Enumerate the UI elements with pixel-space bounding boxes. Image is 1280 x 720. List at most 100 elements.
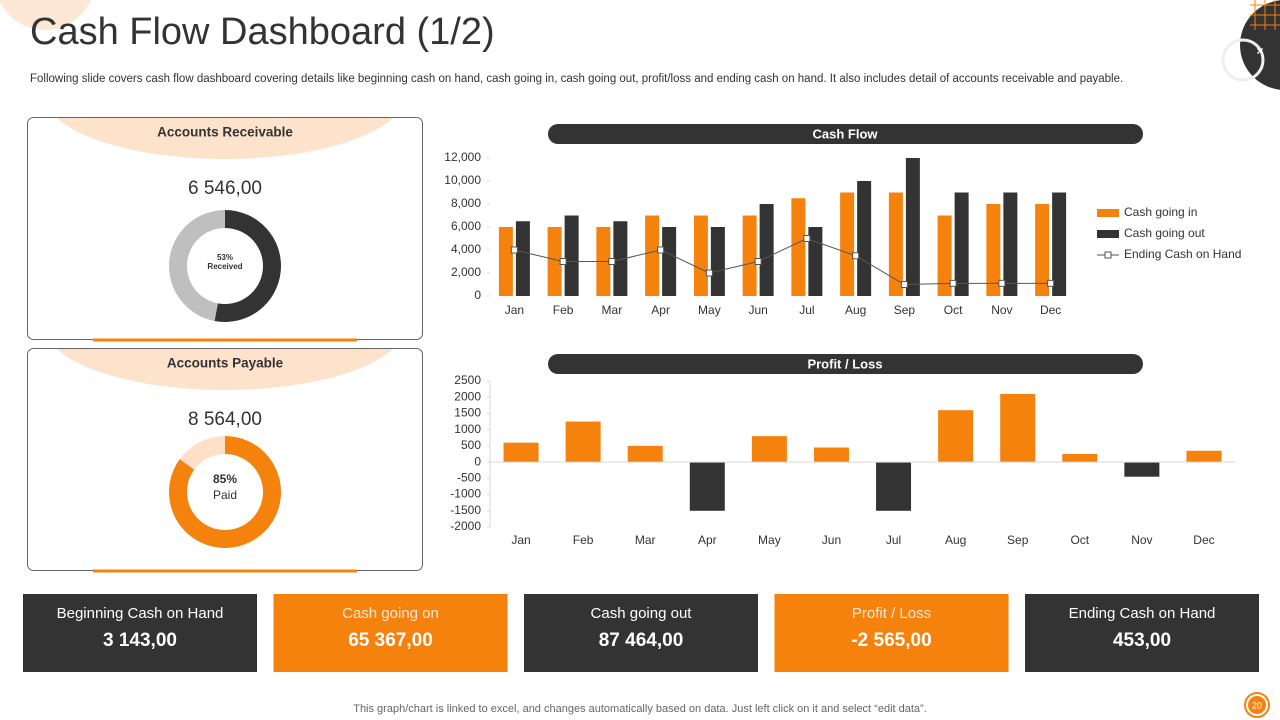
- bar: [813, 447, 849, 463]
- donut-label: 53%: [217, 253, 233, 262]
- x-tick-label: Aug: [945, 533, 966, 547]
- panel-title: Accounts Receivable: [157, 125, 293, 140]
- line-marker: [900, 281, 908, 288]
- donut-category: Paid: [213, 488, 237, 502]
- bar: [503, 442, 539, 463]
- decoration: [45, 118, 405, 159]
- x-tick-label: Dec: [1193, 533, 1214, 547]
- bar: [1186, 450, 1222, 463]
- bar: [759, 204, 774, 296]
- line-marker: [803, 235, 811, 242]
- y-tick-label: 2500: [454, 373, 481, 387]
- y-tick-label: 8,000: [451, 196, 481, 210]
- x-tick-label: May: [758, 533, 781, 547]
- amount: 8 564,00: [188, 409, 262, 430]
- kpi-label: Cash going out: [591, 605, 693, 622]
- x-tick-label: Feb: [573, 533, 594, 547]
- kpi-card: [774, 594, 1009, 672]
- title: Cash Flow Dashboard (1/2): [30, 11, 495, 53]
- line-marker: [705, 269, 713, 277]
- bar: [986, 204, 1001, 296]
- x-tick-label: Nov: [1131, 533, 1152, 547]
- x-tick-label: Apr: [651, 303, 670, 317]
- x-tick-label: Mar: [635, 533, 656, 547]
- bar: [751, 436, 787, 463]
- x-tick-label: May: [698, 303, 721, 317]
- donut-slice: [214, 210, 281, 322]
- bar: [1035, 204, 1050, 296]
- bar: [498, 227, 513, 296]
- y-tick-label: 2,000: [451, 265, 481, 279]
- donut-slice: [179, 436, 225, 470]
- y-tick-label: 6,000: [451, 219, 481, 233]
- legend-swatch: [1104, 251, 1112, 259]
- chart-title: Profit / Loss: [807, 356, 882, 371]
- bar: [857, 181, 872, 296]
- legend-label: Cash going out: [1124, 226, 1205, 240]
- x-tick-label: Oct: [1070, 533, 1089, 547]
- kpi-label: Profit / Loss: [852, 605, 931, 622]
- y-tick-label: 10,000: [444, 173, 481, 187]
- bar: [876, 462, 912, 511]
- x-tick-label: Sep: [1007, 533, 1029, 547]
- chart-title: Cash Flow: [812, 126, 878, 141]
- amount: 6 546,00: [188, 178, 262, 199]
- decoration: [1240, 0, 1280, 90]
- line-marker: [559, 258, 567, 265]
- line-marker: [852, 252, 860, 260]
- legend-label: Ending Cash on Hand: [1124, 247, 1241, 261]
- donut-slice: [168, 209, 225, 322]
- y-tick-label: -500: [457, 471, 481, 485]
- x-tick-label: Mar: [602, 303, 623, 317]
- x-tick-label: Jun: [822, 533, 841, 547]
- close-icon[interactable]: ×: [1256, 44, 1263, 58]
- line-marker: [1047, 279, 1055, 287]
- y-tick-label: 2000: [454, 389, 481, 403]
- x-tick-label: Aug: [845, 303, 866, 317]
- kpi-label: Beginning Cash on Hand: [57, 605, 224, 622]
- legend-label: Cash going in: [1124, 205, 1197, 219]
- bar: [840, 192, 855, 296]
- chart-header: [548, 124, 1143, 144]
- kpi-label: Ending Cash on Hand: [1069, 605, 1216, 622]
- x-tick-label: Jan: [511, 533, 530, 547]
- bar: [905, 158, 920, 296]
- x-tick-label: Jul: [886, 533, 901, 547]
- bar: [564, 215, 579, 296]
- kpi-card: [524, 594, 758, 672]
- bar: [937, 215, 952, 296]
- bar: [938, 410, 974, 463]
- x-tick-label: Jul: [799, 303, 814, 317]
- y-tick-label: 1500: [454, 406, 481, 420]
- x-tick-label: Sep: [894, 303, 916, 317]
- line-marker: [949, 279, 957, 287]
- bar: [742, 215, 757, 296]
- kpi-value: 3 143,00: [103, 630, 177, 651]
- page-badge: [1248, 696, 1266, 714]
- bar: [954, 192, 969, 296]
- x-tick-label: Jun: [748, 303, 767, 317]
- x-tick-label: Dec: [1040, 303, 1061, 317]
- bar: [565, 421, 601, 463]
- y-tick-label: -2000: [450, 519, 481, 533]
- kpi-value: 65 367,00: [348, 630, 433, 651]
- bar: [547, 227, 562, 296]
- line-marker: [754, 258, 762, 265]
- bar: [1124, 462, 1160, 477]
- page-number: 20: [1252, 700, 1262, 710]
- y-tick-label: -1500: [450, 503, 481, 517]
- legend-swatch: [1097, 230, 1119, 238]
- footer-note: This graph/chart is linked to excel, and…: [353, 703, 927, 715]
- donut-category: Received: [207, 262, 242, 271]
- bar: [613, 221, 628, 296]
- line: [514, 237, 1051, 286]
- bar: [1000, 393, 1036, 463]
- bar: [1062, 454, 1098, 463]
- kpi-card: [273, 594, 508, 672]
- legend-swatch: [1097, 209, 1119, 217]
- donut-label: 85%: [213, 472, 237, 486]
- bar: [627, 445, 663, 463]
- y-tick-label: 12,000: [444, 150, 481, 164]
- x-tick-label: Feb: [553, 303, 574, 317]
